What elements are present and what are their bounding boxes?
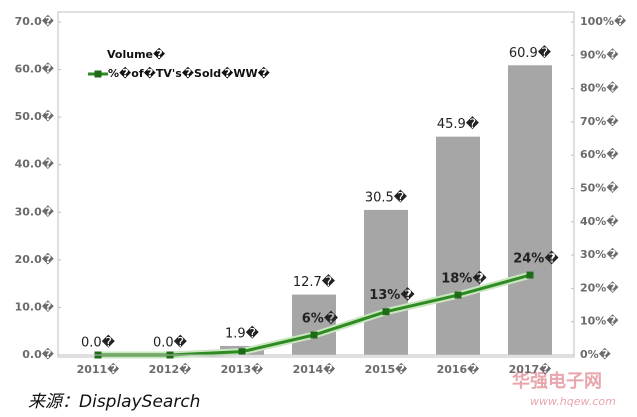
line-value-label: 24%� [513,251,559,267]
y2-tick-label: 50%� [580,181,619,195]
y-tick-label: 60.0� [15,62,54,76]
y-tick-label: 10.0� [15,299,54,313]
x-tick-label: 2013� [221,362,264,376]
y2-tick-label: 70%� [580,114,619,128]
y-tick-label: 20.0� [15,252,54,266]
y2-tick-label: 90%� [580,47,619,61]
bar-value-label: 60.9� [509,44,552,61]
y2-tick-label: 60%� [580,147,619,161]
legend-marker [94,70,102,78]
y2-tick-label: 0%� [580,347,611,361]
x-tick-label: 2017� [509,362,552,376]
chart-frame [57,11,575,358]
line-marker [382,308,390,316]
bar-value-label: 45.9� [437,115,480,132]
bar [292,294,336,355]
line-marker [454,291,462,299]
bar [508,65,552,355]
bar [436,136,480,355]
line-marker [526,271,534,279]
bar-value-label: 12.7� [293,273,336,290]
y-tick-label: 0.0� [22,347,54,361]
bar-value-label: 1.9� [225,324,260,341]
y2-tick-label: 10%� [580,314,619,328]
bar-value-label: 0.0� [153,334,188,351]
y2-tick-label: 30%� [580,247,619,261]
y2-tick-label: 100%� [580,14,626,28]
legend-label: %�of�TV's�Sold�WW� [108,66,270,80]
y2-tick-label: 80%� [580,81,619,95]
x-tick-label: 2016� [437,362,480,376]
y-tick-label: 70.0� [15,14,54,28]
y-tick-label: 40.0� [15,157,54,171]
watermark-url: www.hqew.com [530,395,616,408]
x-tick-label: 2012� [149,362,192,376]
line-value-label: 6%� [302,311,339,327]
y2-tick-label: 20%� [580,280,619,294]
watermark-name: 华强电子网 [512,370,602,392]
y-tick-label: 50.0� [15,109,54,123]
bar-value-label: 0.0� [81,334,116,351]
line-value-label: 18%� [441,271,487,287]
y-tick-label: 30.0� [15,204,54,218]
x-tick-label: 2015� [365,362,408,376]
line-marker [238,348,246,356]
source-caption: 来源：DisplaySearch [28,392,200,412]
line-value-label: 13%� [369,287,415,303]
bar [364,209,408,355]
x-tick-label: 2011� [77,362,120,376]
line-marker [310,331,318,339]
y2-tick-label: 40%� [580,214,619,228]
legend-label: Volume� [107,47,165,61]
bar-value-label: 30.5� [365,188,408,205]
x-tick-label: 2014� [293,362,336,376]
